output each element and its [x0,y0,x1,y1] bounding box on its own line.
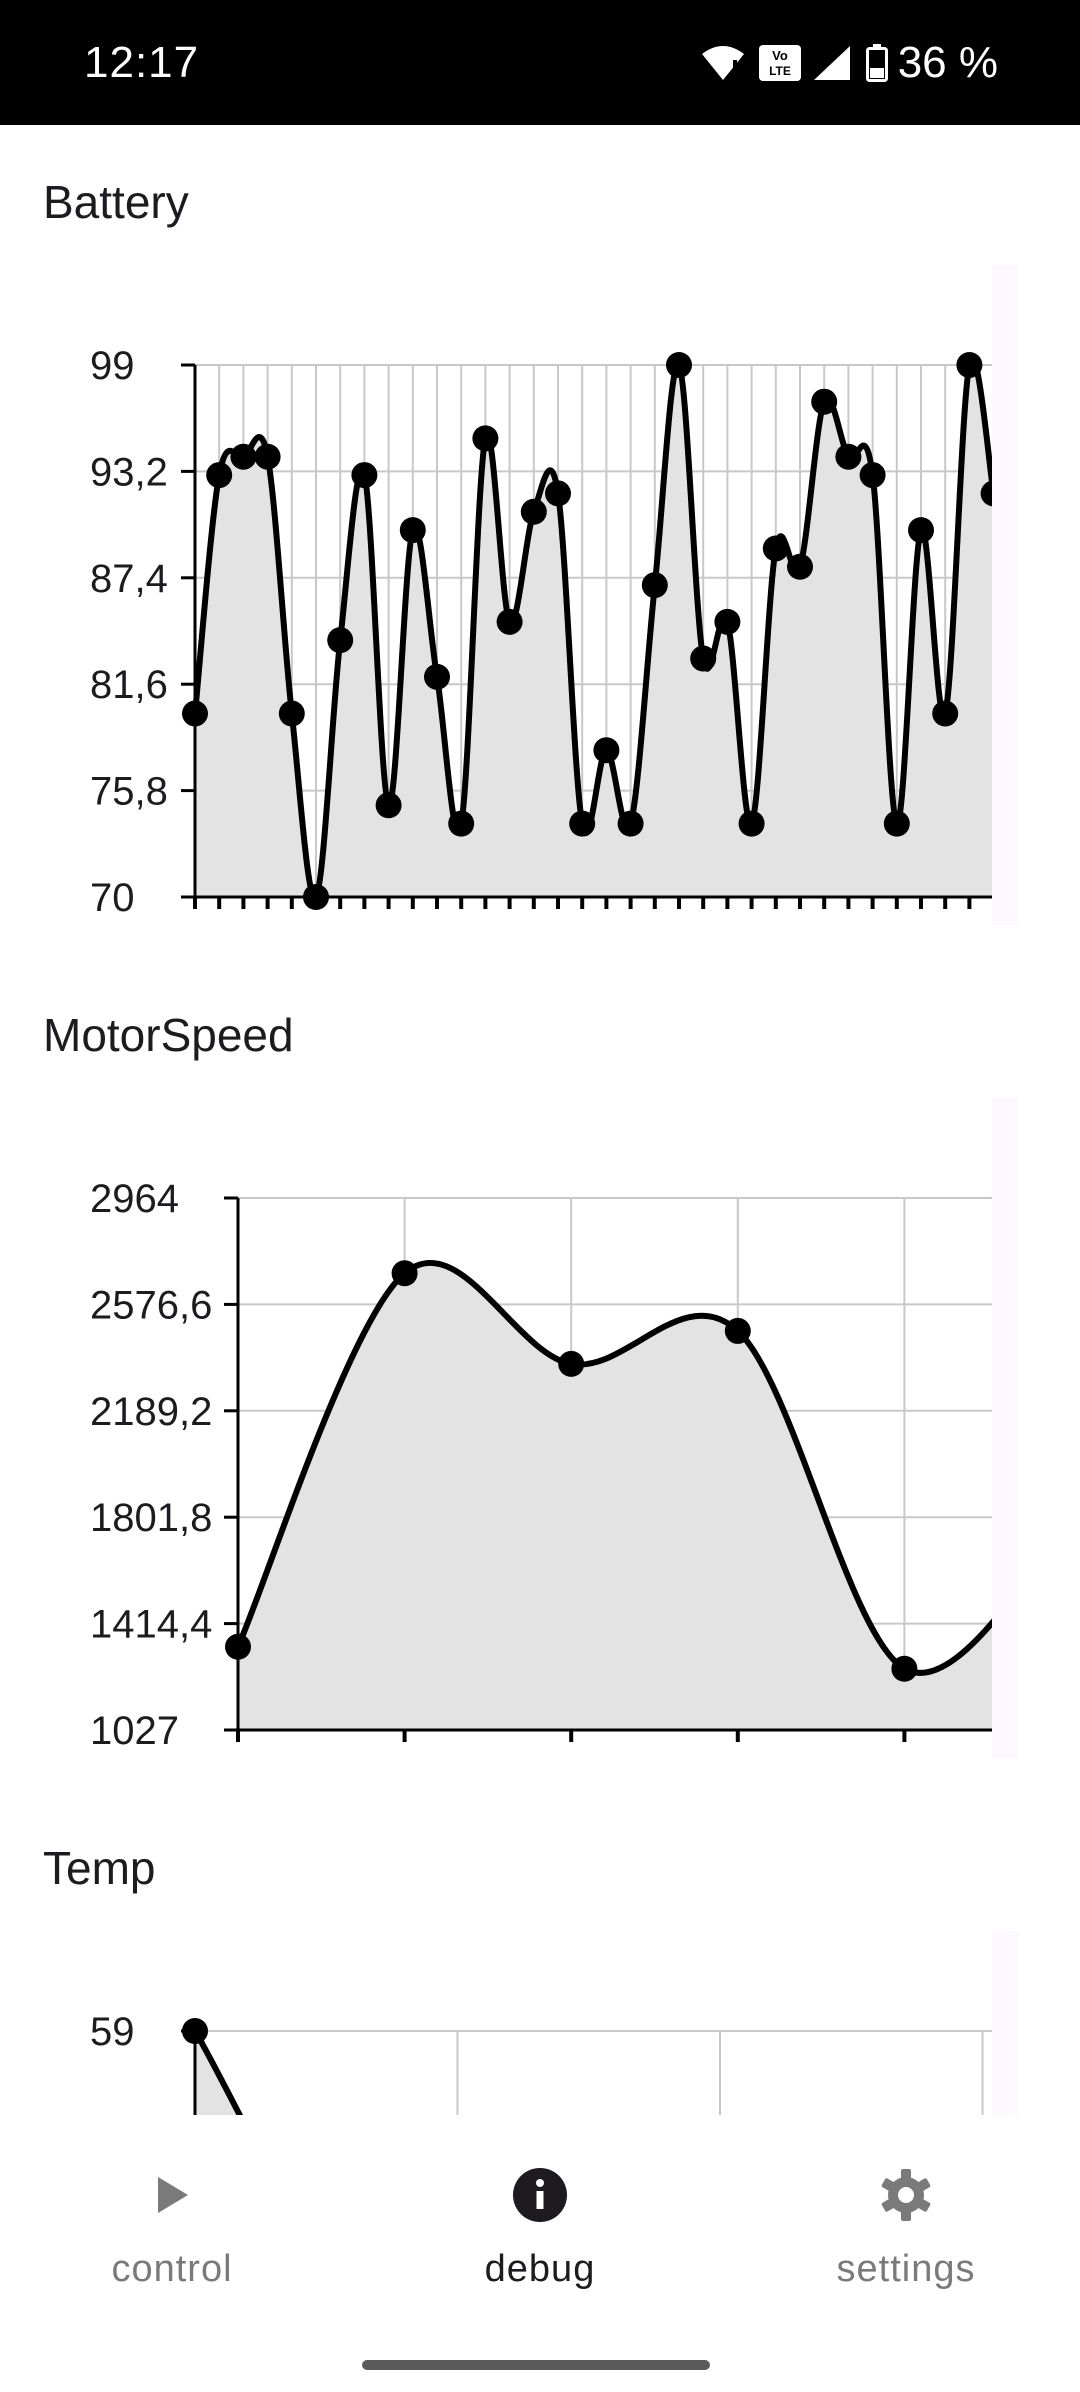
bottom-navigation: control debug [0,2115,1080,2392]
series-line [192,2029,244,2115]
data-point [980,480,992,507]
plot-area [225,1197,992,1730]
y-tick-label: 99 [90,344,135,388]
y-tick-label: 1801,8 [90,1496,212,1540]
chart-edge-strip [992,1931,1018,2115]
volte-icon: Vo LTE [758,45,801,81]
chart-edge-strip [992,1098,1018,1758]
svg-text:LTE: LTE [769,64,791,78]
nav-label-settings: settings [836,2248,976,2290]
nav-item-settings[interactable]: settings [756,2160,1056,2291]
data-point [391,1260,418,1287]
chart-title-motorspeed: MotorSpeed [43,1009,294,1061]
temp-chart-svg: 5953,2 [90,2010,992,2115]
data-point [424,663,450,690]
chart-title-battery: Battery [43,176,189,228]
data-point [617,810,644,837]
data-point [835,443,862,470]
data-point [351,462,378,489]
y-tick-label: 2189,2 [90,1390,212,1434]
data-point [254,443,281,470]
data-point [375,792,402,819]
y-tick-label: 75,8 [90,770,168,814]
plot-area [182,2018,992,2115]
play-icon [158,2177,188,2213]
signal-icon [813,46,850,80]
nav-label-debug: debug [484,2248,596,2290]
svg-text:Vo: Vo [772,48,788,63]
data-point [956,352,983,378]
status-time: 12:17 [84,38,200,87]
nav-item-debug[interactable]: debug [390,2160,690,2291]
data-point [762,535,789,562]
data-point [593,737,620,764]
battery-icon [865,44,888,82]
battery-percent: 36 % [897,38,998,87]
data-point [641,572,668,599]
data-point [327,627,354,654]
data-point [472,425,499,452]
y-tick-label: 1027 [90,1709,179,1753]
data-point [738,810,765,837]
y-tick-label: 81,6 [90,663,168,707]
nav-item-control[interactable]: control [22,2160,322,2291]
motorspeed-chart-svg: 2964 2576,6 2189,2 1801,8 1414,4 1027 [90,1177,992,1753]
battery-chart: 99 93,2 87,4 81,6 75,8 70 [0,265,1080,1065]
plot-area [182,352,992,910]
y-tick-label: 93,2 [90,450,168,494]
data-point [230,443,257,470]
data-point [724,1317,751,1344]
data-point [883,810,910,837]
temp-chart: 5953,2 [0,1931,1080,2115]
y-tick-label: 1414,4 [90,1603,212,1647]
wifi-icon [701,46,744,80]
data-point [399,517,426,544]
data-point [811,388,838,415]
chart-edge-strip [992,265,1018,925]
data-point [859,462,886,489]
y-tick-label: 87,4 [90,557,168,601]
data-point [891,1655,918,1682]
data-point [520,498,547,525]
data-point [558,1350,585,1377]
series-area [238,1263,992,1730]
data-point [569,810,596,837]
status-icons: Vo LTE 36 % [700,38,998,88]
nav-label-control: control [111,2248,233,2290]
gear-icon [881,2169,931,2221]
data-point [448,810,475,837]
data-point [496,608,523,635]
y-tick-label: 70 [90,876,135,920]
data-point [206,462,233,489]
data-point [278,700,305,727]
series-area [195,359,992,898]
debug-charts[interactable]: Battery 99 93,2 87,4 81,6 75,8 70 MotorSpeed … [0,125,1080,2115]
info-icon [513,2168,567,2222]
data-point [666,352,692,378]
data-point [714,608,741,635]
gesture-handle [362,2360,710,2370]
battery-chart-svg: 99 93,2 87,4 81,6 75,8 70 [90,344,992,920]
data-point [908,517,934,544]
data-point [690,645,717,672]
chart-title-temp: Temp [43,1842,156,1894]
motorspeed-chart: 2964 2576,6 2189,2 1801,8 1414,4 1027 [0,1098,1080,1898]
data-point [932,700,959,727]
y-tick-label: 59 [90,2010,135,2054]
series-area [195,2031,240,2115]
data-point [787,553,813,580]
y-tick-label: 2964 [90,1177,179,1221]
y-tick-label: 2576,6 [90,1283,212,1327]
data-point [545,480,571,507]
status-bar: 12:17 Vo LTE 36 % [0,0,1080,125]
